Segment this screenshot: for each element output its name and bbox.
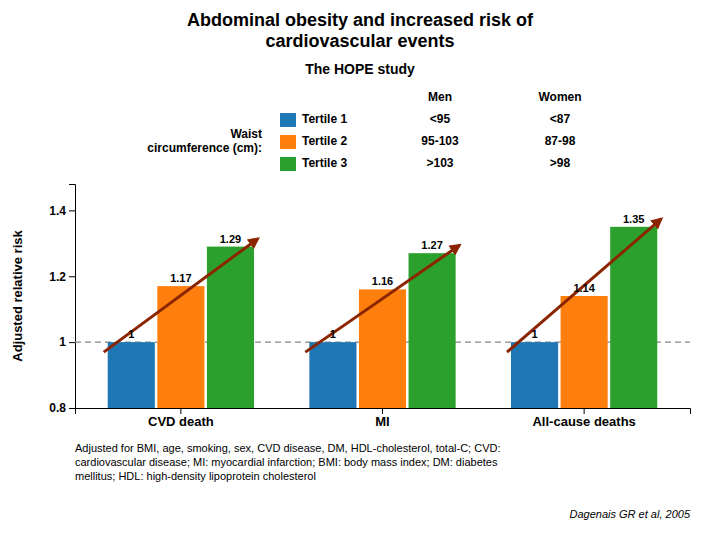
bar [108, 342, 155, 408]
data-label: 1.35 [623, 213, 644, 225]
y-tick-label: 1.2 [49, 270, 66, 284]
x-tick-label: CVD death [148, 414, 214, 429]
data-label: 1.17 [170, 272, 191, 284]
bar [561, 296, 608, 408]
legend-swatch [280, 135, 296, 149]
y-axis: 0.8 1 1.2 1.4 [49, 185, 75, 416]
x-tick: CVD death [148, 408, 214, 429]
legend-cell: <87 [550, 112, 571, 126]
x-tick: All-cause deaths [532, 408, 635, 429]
text-line: circumference (cm): [147, 141, 262, 155]
data-label: 1.27 [421, 239, 442, 251]
data-label: 1 [531, 328, 537, 340]
bar [157, 286, 204, 408]
data-labels: 1 1 1 1.17 1.16 1.14 1.29 1.27 1.35 [128, 213, 644, 340]
x-tick-mark [180, 408, 181, 414]
legend-cell: >98 [550, 156, 571, 170]
legend: Men <95 95-103 >103 Women <87 87-98 >98 Waistcir… [147, 90, 581, 171]
y-tick-mark [69, 342, 75, 343]
legend-cell: <95 [430, 112, 451, 126]
data-label: 1 [128, 328, 134, 340]
x-tick-mark [382, 408, 383, 414]
x-tick-label: All-cause deaths [532, 414, 635, 429]
data-label: 1.29 [220, 233, 241, 245]
data-label: 1.14 [573, 282, 595, 294]
x-axis: CVD death MI All-cause deaths [76, 408, 691, 429]
y-tick: 0.8 [49, 401, 75, 415]
legend-header: Women [538, 90, 581, 104]
text-line: mellitus; HDL: high-density lipoprotein … [75, 470, 316, 482]
subtitle: The HOPE study [305, 61, 415, 77]
chart-svg: Abdominal obesity and increased risk ofc… [0, 0, 720, 540]
title: Abdominal obesity and increased risk ofc… [187, 10, 534, 51]
y-tick-mark [69, 210, 75, 211]
text-line: cardiovascular events [265, 31, 454, 51]
legend-entry: Tertile 2 [302, 134, 347, 148]
legend-cell: >103 [426, 156, 453, 170]
legend-cell: 95-103 [421, 134, 459, 148]
y-tick-mark [69, 408, 75, 409]
legend-entry: Tertile 1 [302, 112, 347, 126]
y-tick: 1 [59, 335, 75, 349]
trend-arrow [507, 219, 661, 352]
x-axis-line [76, 409, 691, 415]
bar [511, 342, 558, 408]
x-tick: MI [375, 408, 389, 429]
y-tick-label: 1.4 [49, 204, 66, 218]
text-line: Waist [230, 127, 262, 141]
y-tick-label: 0.8 [49, 401, 66, 415]
data-label: 1 [330, 328, 336, 340]
trend-arrow [104, 239, 258, 353]
trend-arrow [305, 245, 459, 352]
y-tick-mark [69, 276, 75, 277]
footnote: Adjusted for BMI, age, smoking, sex, CVD… [75, 442, 501, 482]
legend-swatch [280, 157, 296, 171]
text-line: cardiovascular disease; MI: myocardial i… [75, 456, 498, 468]
bar [309, 342, 356, 408]
chart-container: Abdominal obesity and increased risk ofc… [0, 0, 720, 540]
y-tick: 1.4 [49, 204, 75, 218]
data-label: 1.16 [372, 275, 393, 287]
legend-entry: Tertile 3 [302, 156, 347, 170]
y-tick: 1.2 [49, 270, 75, 284]
x-tick-label: MI [375, 414, 389, 429]
text-line: Abdominal obesity and increased risk of [187, 10, 534, 30]
legend-header: Men [428, 90, 452, 104]
legend-swatch [280, 113, 296, 127]
y-axis-title: Adjusted relative risk [10, 229, 25, 361]
bar [359, 289, 406, 408]
plot-marks [75, 219, 690, 408]
x-tick-mark [584, 408, 585, 414]
bar [610, 227, 657, 408]
y-axis-line [69, 185, 76, 409]
legend-cell: 87-98 [545, 134, 576, 148]
legend-label: Waistcircumference (cm): [147, 127, 262, 155]
y-tick-label: 1 [59, 335, 66, 349]
text-line: Adjusted for BMI, age, smoking, sex, CVD… [75, 442, 501, 454]
citation: Dagenais GR et al, 2005 [570, 508, 691, 520]
